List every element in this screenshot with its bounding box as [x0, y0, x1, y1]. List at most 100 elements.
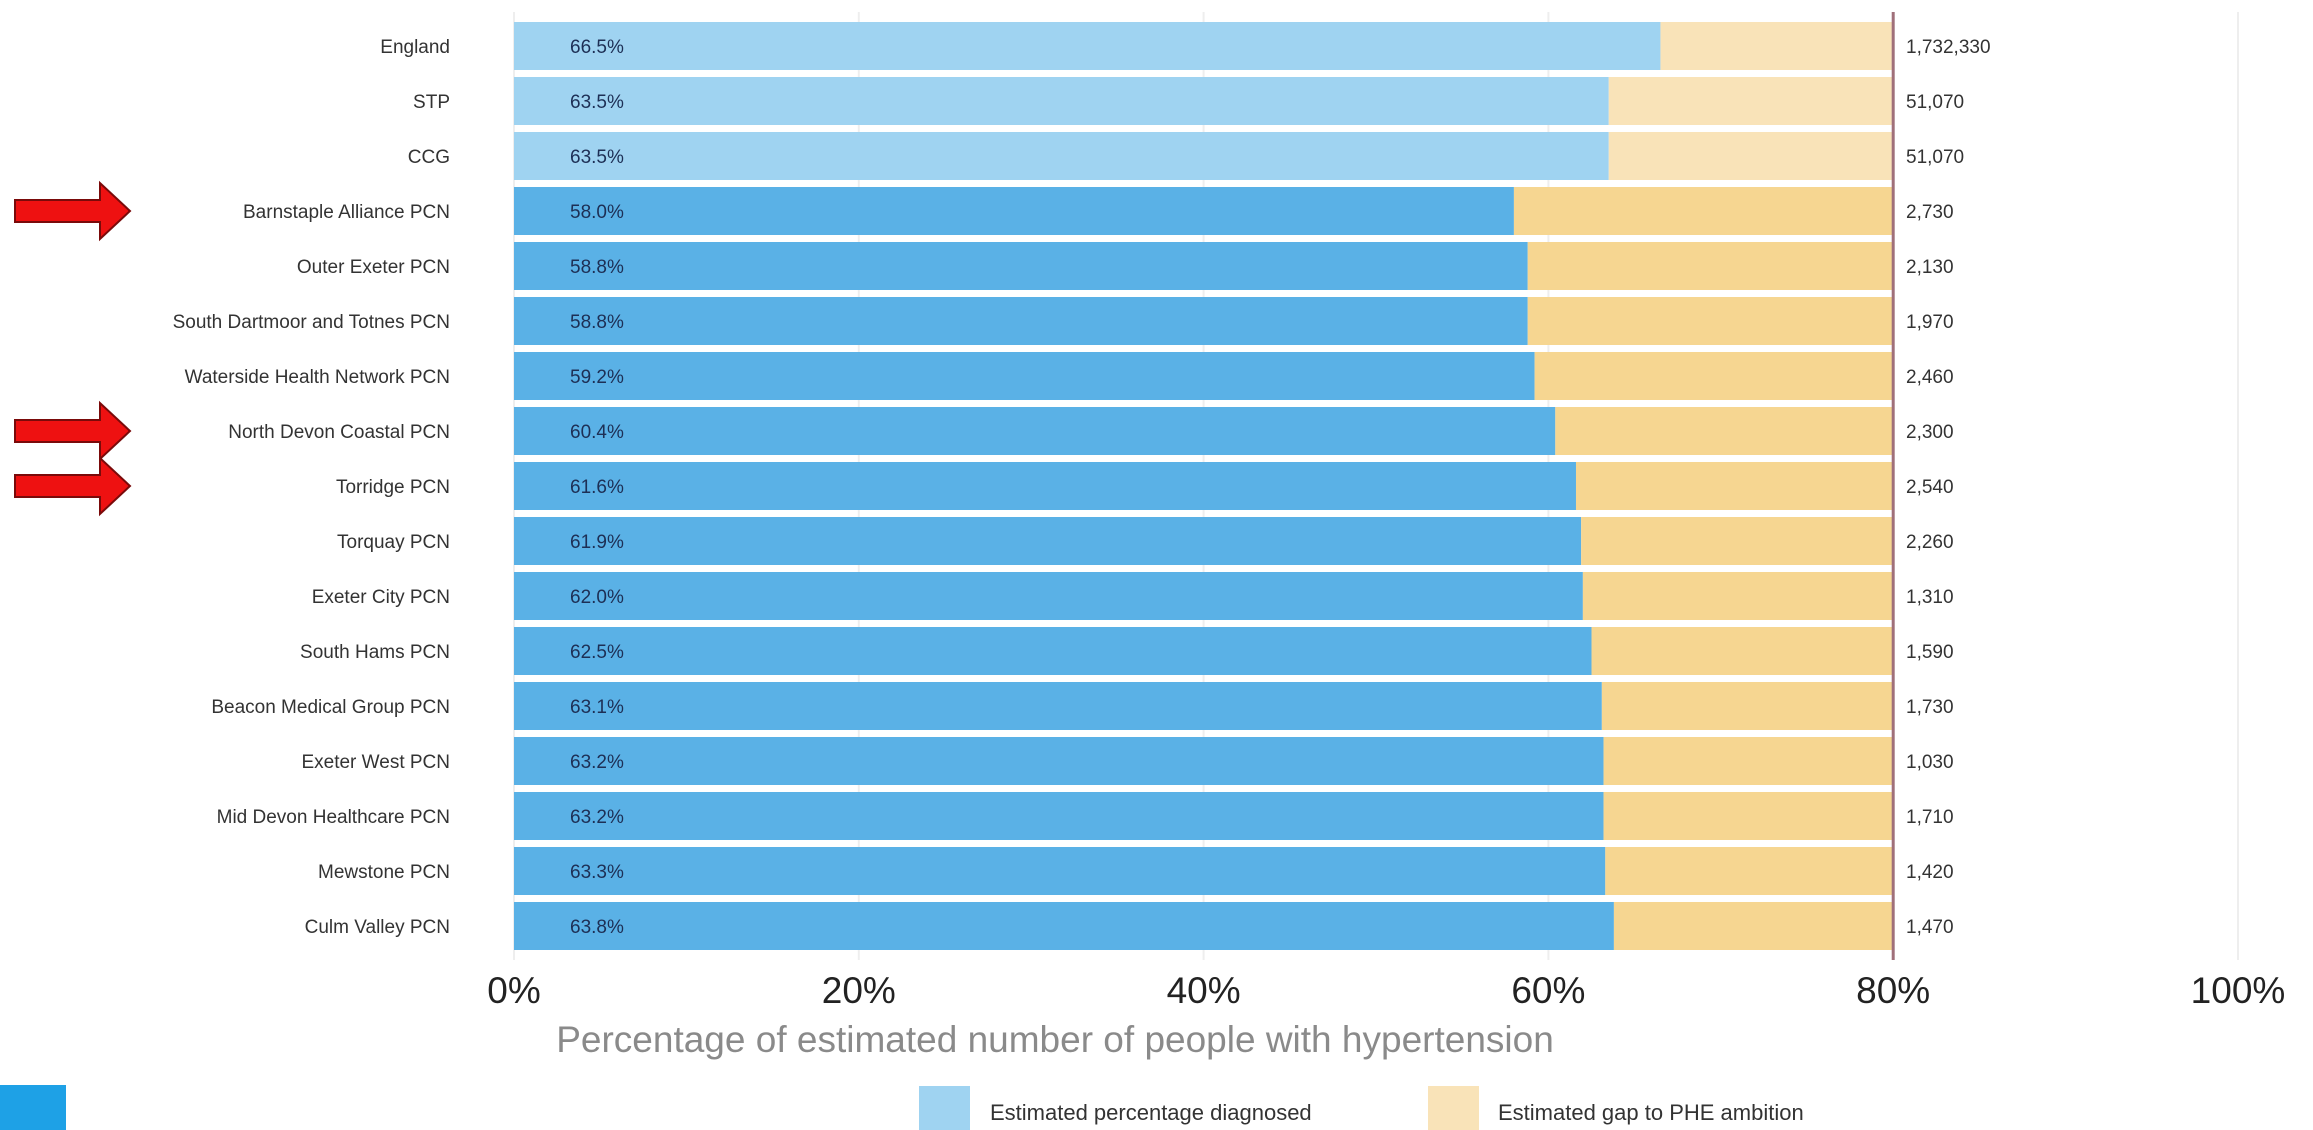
bar-value-label: 63.8% — [570, 917, 624, 938]
bar-gap-stp — [1608, 77, 1894, 125]
category-label: South Dartmoor and Totnes PCN — [173, 312, 450, 333]
bar-diagnosed-exeter-west-pcn — [514, 737, 1604, 785]
bars — [514, 22, 1894, 950]
category-label: Culm Valley PCN — [305, 917, 450, 938]
legend-label-gap: Estimated gap to PHE ambition — [1498, 1100, 1804, 1125]
bar-gap-barnstaple-alliance-pcn — [1513, 187, 1894, 235]
bar-diagnosed-england — [514, 22, 1661, 70]
arrow-icon — [14, 180, 132, 242]
gap-count-label: 2,130 — [1906, 257, 1954, 278]
bar-value-label: 63.5% — [570, 147, 624, 168]
legend-swatch-diagnosed — [919, 1086, 970, 1130]
bar-diagnosed-mid-devon-healthcare-pcn — [514, 792, 1604, 840]
bar-diagnosed-south-dartmoor-and-totnes-pcn — [514, 297, 1528, 345]
bar-value-label: 58.8% — [570, 312, 624, 333]
bar-gap-north-devon-coastal-pcn — [1555, 407, 1894, 455]
category-label: Torquay PCN — [337, 532, 450, 553]
bar-gap-torquay-pcn — [1581, 517, 1894, 565]
category-label: Mewstone PCN — [318, 862, 450, 883]
bar-gap-south-dartmoor-and-totnes-pcn — [1527, 297, 1894, 345]
x-tick-label: 20% — [822, 970, 896, 1011]
x-axis-label: Percentage of estimated number of people… — [556, 1019, 1554, 1060]
category-label: Waterside Health Network PCN — [185, 367, 450, 388]
category-label: England — [380, 37, 450, 58]
category-label: South Hams PCN — [300, 642, 450, 663]
arrow-icon — [14, 455, 132, 517]
bar-diagnosed-stp — [514, 77, 1609, 125]
bar-gap-beacon-medical-group-pcn — [1601, 682, 1894, 730]
category-label: STP — [413, 92, 450, 113]
bar-value-label: 58.8% — [570, 257, 624, 278]
bar-diagnosed-mewstone-pcn — [514, 847, 1606, 895]
bar-diagnosed-outer-exeter-pcn — [514, 242, 1528, 290]
bar-value-label: 66.5% — [570, 37, 624, 58]
bar-value-label: 63.2% — [570, 752, 624, 773]
bar-value-label: 63.2% — [570, 807, 624, 828]
bar-gap-exeter-city-pcn — [1582, 572, 1894, 620]
gap-count-label: 1,420 — [1906, 862, 1954, 883]
gap-count-label: 2,300 — [1906, 422, 1954, 443]
legend: Estimated percentage diagnosed Estimated… — [919, 1086, 1804, 1130]
bar-gap-mid-devon-healthcare-pcn — [1603, 792, 1894, 840]
bar-value-label: 58.0% — [570, 202, 624, 223]
gap-count-label: 1,310 — [1906, 587, 1954, 608]
bar-value-label: 62.0% — [570, 587, 624, 608]
bar-diagnosed-beacon-medical-group-pcn — [514, 682, 1602, 730]
bar-value-label: 63.5% — [570, 92, 624, 113]
gap-count-label: 1,732,330 — [1906, 37, 1991, 58]
bar-value-label: 63.1% — [570, 697, 624, 718]
bar-diagnosed-torridge-pcn — [514, 462, 1576, 510]
bar-value-label: 60.4% — [570, 422, 624, 443]
gap-count-label: 51,070 — [1906, 92, 1964, 113]
category-label: Mid Devon Healthcare PCN — [217, 807, 450, 828]
bar-diagnosed-culm-valley-pcn — [514, 902, 1614, 950]
bar-gap-torridge-pcn — [1575, 462, 1894, 510]
bar-labels: England 66.5% 1,732,330 STP 63.5% 51,070 CCG 63… — [173, 37, 1991, 938]
bar-diagnosed-waterside-health-network-pcn — [514, 352, 1535, 400]
gap-count-label: 1,470 — [1906, 917, 1954, 938]
bar-gap-england — [1660, 22, 1894, 70]
bar-diagnosed-south-hams-pcn — [514, 627, 1592, 675]
bar-gap-ccg — [1608, 132, 1894, 180]
bar-value-label: 61.6% — [570, 477, 624, 498]
x-axis-ticks: 0% 20% 40% 60% 80% 100% — [487, 970, 2285, 1011]
bar-gap-south-hams-pcn — [1591, 627, 1894, 675]
arrow-icon — [14, 400, 132, 462]
x-tick-label: 60% — [1511, 970, 1585, 1011]
category-label: Torridge PCN — [336, 477, 450, 498]
bar-diagnosed-ccg — [514, 132, 1609, 180]
bar-gap-exeter-west-pcn — [1603, 737, 1894, 785]
x-tick-label: 100% — [2191, 970, 2286, 1011]
gap-count-label: 2,730 — [1906, 202, 1954, 223]
corner-square — [0, 1085, 66, 1130]
category-label: Exeter West PCN — [301, 752, 450, 773]
gap-count-label: 1,730 — [1906, 697, 1954, 718]
gap-count-label: 1,590 — [1906, 642, 1954, 663]
bar-gap-mewstone-pcn — [1605, 847, 1894, 895]
x-tick-label: 40% — [1167, 970, 1241, 1011]
bar-value-label: 63.3% — [570, 862, 624, 883]
category-label: Exeter City PCN — [312, 587, 450, 608]
category-label: Barnstaple Alliance PCN — [243, 202, 450, 223]
bar-diagnosed-torquay-pcn — [514, 517, 1582, 565]
category-label: Beacon Medical Group PCN — [211, 697, 450, 718]
category-label: North Devon Coastal PCN — [228, 422, 450, 443]
category-label: Outer Exeter PCN — [297, 257, 450, 278]
bar-gap-culm-valley-pcn — [1613, 902, 1894, 950]
gap-count-label: 1,710 — [1906, 807, 1954, 828]
bar-value-label: 61.9% — [570, 532, 624, 553]
legend-swatch-gap — [1428, 1086, 1479, 1130]
bar-diagnosed-barnstaple-alliance-pcn — [514, 187, 1514, 235]
gap-count-label: 51,070 — [1906, 147, 1964, 168]
gap-count-label: 2,540 — [1906, 477, 1954, 498]
category-label: CCG — [408, 147, 450, 168]
bar-diagnosed-exeter-city-pcn — [514, 572, 1583, 620]
x-tick-label: 80% — [1856, 970, 1930, 1011]
highlight-arrows — [14, 180, 132, 517]
bar-gap-waterside-health-network-pcn — [1534, 352, 1894, 400]
gap-count-label: 1,970 — [1906, 312, 1954, 333]
legend-label-diagnosed: Estimated percentage diagnosed — [990, 1100, 1312, 1125]
gap-count-label: 2,260 — [1906, 532, 1954, 553]
bar-value-label: 59.2% — [570, 367, 624, 388]
